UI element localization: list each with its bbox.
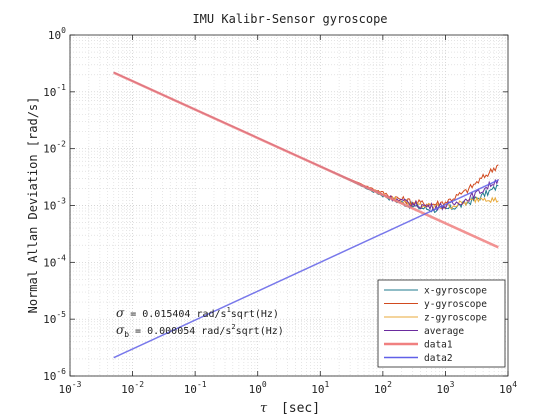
y-tick-base: 10: [43, 370, 56, 383]
x-tick-label: 10-2: [121, 380, 144, 396]
series-line-data1: [113, 71, 499, 249]
x-tick-label: 10-1: [184, 380, 207, 396]
axes-frame: [69, 34, 509, 377]
x-tick-base: 10: [249, 383, 262, 396]
y-tick-label: 10-2: [43, 140, 66, 156]
y-tick-base: 10: [43, 143, 56, 156]
sigma-unit: sqrt(Hz): [236, 326, 284, 337]
x-tick-base: 10: [311, 383, 324, 396]
y-tick-label: 10-1: [43, 83, 66, 99]
y-tick-exp: -5: [56, 310, 66, 319]
legend-label-average: average: [424, 326, 464, 337]
y-tick-exp: 0: [61, 26, 66, 35]
sigma-symbol: σ: [116, 323, 125, 337]
legend-label-data2: data2: [424, 353, 453, 364]
x-tick-base: 10: [184, 383, 197, 396]
x-tick-exp: -1: [197, 380, 207, 389]
legend: x-gyroscope y-gyroscope z-gyroscope average…: [377, 279, 506, 368]
x-axis-label-symbol: τ: [260, 401, 268, 416]
x-tick-label: 101: [311, 380, 329, 396]
x-tick-exp: 4: [512, 380, 517, 389]
y-tick-exp: -3: [56, 197, 66, 206]
legend-label-x-gyroscope: x-gyroscope: [424, 286, 487, 297]
x-tick-base: 10: [499, 383, 512, 396]
x-tick-base: 10: [59, 383, 72, 396]
y-tick-base: 10: [43, 200, 56, 213]
x-tick-exp: 0: [262, 380, 267, 389]
y-tick-exp: -1: [56, 83, 66, 92]
x-axis-label: τ [sec]: [260, 401, 320, 416]
sigma-value: = 0.015404 rad/s: [124, 309, 226, 320]
sigma-superscript: 2: [231, 323, 235, 331]
sigma-value: = 0.000054 rad/s: [129, 326, 231, 337]
x-tick-exp: -3: [72, 380, 82, 389]
series-group: [113, 71, 499, 359]
x-tick-base: 10: [121, 383, 134, 396]
x-tick-base: 10: [436, 383, 449, 396]
x-tick-exp: 1: [324, 380, 329, 389]
legend-label-y-gyroscope: y-gyroscope: [424, 299, 487, 310]
x-tick-base: 10: [374, 383, 387, 396]
y-tick-base: 10: [43, 313, 56, 326]
sigma-annotation: σ = 0.015404 rad/s1sqrt(Hz): [116, 306, 279, 320]
y-tick-exp: -4: [56, 253, 66, 262]
x-tick-labels: 10-3 10-2 10-1 100 101 102 103 104: [59, 380, 518, 396]
x-tick-exp: 2: [387, 380, 392, 389]
sigma-annotations: σ = 0.015404 rad/s1sqrt(Hz)σb = 0.000054…: [116, 306, 284, 339]
y-tick-base: 10: [43, 86, 56, 99]
y-tick-label: 10-6: [43, 367, 66, 383]
y-tick-label: 10-3: [43, 197, 66, 213]
y-axis-label: Normal Allan Deviation [rad/s]: [26, 97, 40, 314]
series-line-data2: [113, 179, 499, 359]
y-tick-exp: -2: [56, 140, 66, 149]
x-tick-exp: -2: [134, 380, 144, 389]
x-tick-exp: 3: [450, 380, 455, 389]
legend-label-data1: data1: [424, 340, 453, 351]
sigma-subscript: b: [124, 330, 129, 339]
x-tick-label: 100: [249, 380, 267, 396]
y-tick-exp: -6: [56, 367, 66, 376]
x-tick-label: 102: [374, 380, 392, 396]
legend-box: [377, 279, 506, 368]
sigma-unit: sqrt(Hz): [231, 309, 279, 320]
y-tick-label: 10-4: [43, 253, 66, 269]
y-tick-label: 100: [48, 26, 66, 42]
x-axis-label-unit: [sec]: [281, 401, 320, 416]
legend-label-z-gyroscope: z-gyroscope: [424, 313, 487, 324]
sigma-annotation: σb = 0.000054 rad/s2sqrt(Hz): [116, 323, 284, 339]
x-tick-label: 10-3: [59, 380, 82, 396]
chart-title: IMU Kalibr-Sensor gyroscope: [192, 12, 387, 26]
y-tick-base: 10: [48, 29, 61, 42]
y-tick-base: 10: [43, 256, 56, 269]
x-tick-label: 104: [499, 380, 517, 396]
sigma-superscript: 1: [227, 306, 231, 314]
y-tick-label: 10-5: [43, 310, 66, 326]
x-tick-label: 103: [436, 380, 454, 396]
grid: [69, 35, 508, 377]
sigma-symbol: σ: [116, 306, 125, 320]
